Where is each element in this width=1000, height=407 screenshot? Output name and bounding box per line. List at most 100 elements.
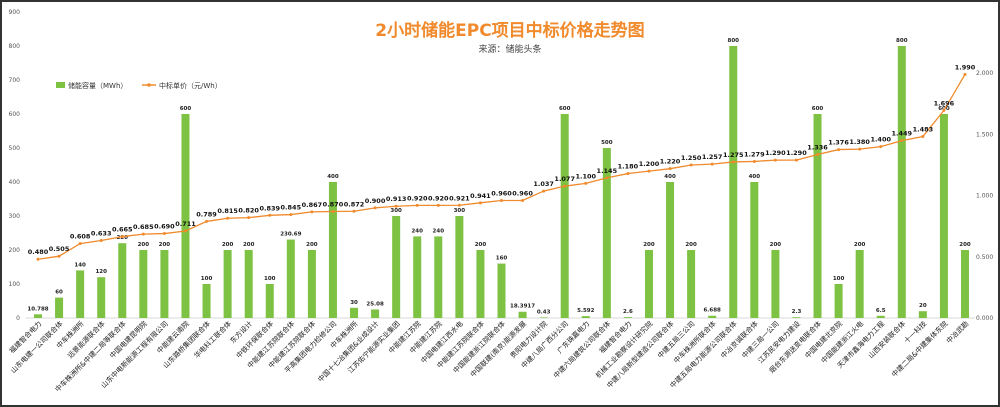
price-point [900, 139, 904, 143]
price-point [457, 203, 461, 207]
bar [97, 277, 106, 318]
bar-value-label: 140 [74, 262, 86, 268]
bar [623, 317, 632, 318]
bar [76, 270, 85, 318]
chart-title: 2小时储能EPC项目中标价格走势图 [375, 20, 644, 41]
price-point [373, 206, 377, 210]
bar [666, 182, 675, 318]
bar [181, 114, 190, 318]
price-value-label: 0.685 [133, 223, 154, 231]
price-point [689, 163, 693, 167]
price-value-label: 0.789 [196, 210, 217, 218]
bar-value-label: 300 [454, 208, 466, 214]
bar [286, 239, 295, 318]
bar-value-label: 100 [201, 276, 213, 282]
legend-bar-label: 储能容量（MWh） [68, 81, 127, 90]
price-point [773, 158, 777, 162]
price-value-label: 0.921 [449, 194, 470, 202]
price-point [36, 257, 40, 261]
bar-value-label: 10.788 [27, 306, 48, 312]
bar [265, 284, 274, 318]
price-point [858, 147, 862, 151]
bar-value-label: 400 [749, 174, 761, 180]
bar-value-label: 6.688 [703, 308, 721, 314]
price-value-label: 0.900 [365, 197, 386, 205]
bar-value-label: 300 [390, 208, 402, 214]
price-value-label: 0.633 [91, 230, 112, 238]
price-point [605, 176, 609, 180]
price-value-label: 0.913 [386, 195, 407, 203]
bar-value-label: 30 [350, 300, 358, 306]
price-point [921, 134, 925, 138]
price-value-label: 0.690 [154, 223, 175, 231]
bar-value-label: 240 [433, 228, 445, 234]
price-value-label: 0.815 [217, 207, 238, 215]
bar-value-label: 18.3917 [510, 304, 535, 310]
price-value-label: 0.820 [238, 207, 259, 215]
bar [371, 309, 380, 318]
legend-bar-swatch [56, 82, 65, 88]
category-label: 中铁环保联合体 [234, 319, 275, 360]
price-point [668, 167, 672, 171]
bar-value-label: 200 [159, 242, 171, 248]
legend-line-label: 中标单价（元/Wh） [159, 81, 222, 90]
bar [729, 46, 738, 318]
price-point [183, 229, 187, 233]
bar-value-label: 100 [833, 276, 845, 282]
bar-value-label: 200 [854, 242, 866, 248]
bar [939, 114, 948, 318]
left-tick-label: 800 [9, 43, 21, 50]
price-value-label: 1.290 [786, 149, 807, 157]
bar [476, 250, 485, 318]
price-point [879, 145, 883, 149]
bar [455, 216, 464, 318]
price-point [120, 235, 124, 239]
bar [560, 114, 569, 318]
price-point [436, 203, 440, 207]
price-value-label: 0.920 [407, 194, 428, 202]
price-point [626, 172, 630, 176]
price-value-label: 0.867 [302, 201, 323, 209]
price-value-label: 1.376 [828, 139, 849, 147]
bar [961, 250, 969, 318]
price-point [542, 189, 546, 193]
price-point [310, 210, 314, 214]
price-value-label: 0.872 [344, 200, 365, 208]
bar [434, 236, 443, 318]
price-value-label: 1.279 [744, 150, 765, 158]
category-label: 中冶京诚联合体 [719, 319, 760, 360]
price-value-label: 1.037 [533, 180, 554, 188]
category-label: 中国电建北京院 [803, 319, 844, 360]
bar-value-label: 200 [138, 242, 150, 248]
price-point [331, 210, 335, 214]
price-value-label: 0.845 [281, 204, 302, 212]
price-value-label: 1.077 [554, 175, 575, 183]
price-point [352, 209, 356, 213]
bar-value-label: 120 [95, 269, 107, 275]
category-label: 贵阳电力设计院 [508, 319, 549, 360]
price-value-label: 1.220 [660, 158, 681, 166]
bar-value-label: 0.43 [537, 309, 551, 315]
bar-value-label: 200 [475, 242, 487, 248]
bar [539, 317, 548, 318]
price-point [942, 108, 946, 112]
bar [518, 311, 527, 318]
category-label: 中建五局三公司 [656, 319, 697, 360]
left-tick-label: 100 [9, 281, 21, 288]
price-point [57, 254, 61, 258]
price-value-label: 1.100 [575, 172, 596, 180]
bar-value-label: 400 [327, 174, 339, 180]
bar [771, 250, 780, 318]
price-point [247, 216, 251, 220]
bar-value-label: 160 [496, 256, 508, 262]
bar [244, 250, 253, 318]
bar [876, 315, 885, 318]
bar-value-label: 600 [180, 106, 192, 112]
price-point [205, 219, 209, 223]
bar [708, 315, 717, 318]
price-point [478, 201, 482, 205]
bar-value-label: 230.69 [280, 232, 301, 238]
category-label: 华电科工联合体 [192, 319, 233, 360]
bar-value-label: 800 [728, 38, 740, 44]
